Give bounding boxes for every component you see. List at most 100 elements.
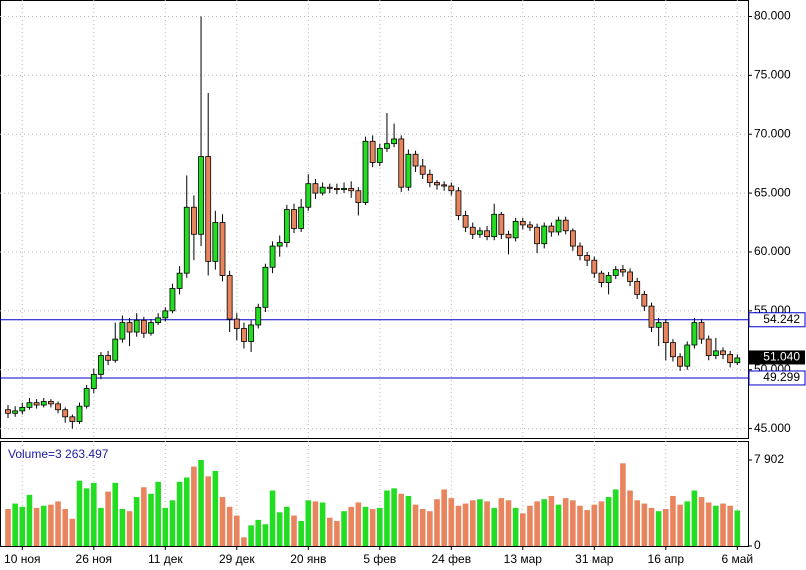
candle-body [519, 220, 526, 226]
volume-bar [362, 506, 369, 546]
price-panel [0, 0, 749, 439]
volume-bar [441, 489, 447, 546]
volume-bar [19, 506, 26, 546]
candle-body [105, 355, 111, 361]
volume-bar [555, 504, 562, 546]
candle-body [319, 186, 326, 194]
candle-body [55, 403, 61, 411]
volume-bar [262, 524, 269, 546]
candle-body [291, 209, 297, 229]
volume-bar [584, 510, 590, 546]
volume-bar [570, 500, 576, 546]
level-label: 49.299 [763, 370, 800, 384]
volume-bar [255, 519, 262, 546]
volume-bar [469, 500, 476, 546]
volume-bar [334, 520, 340, 546]
volume-bar [12, 503, 18, 546]
volume-bar [541, 499, 548, 546]
volume-bar [705, 502, 712, 546]
volume-bar [326, 517, 333, 546]
volume-bar [562, 498, 569, 546]
volume-bar [298, 520, 304, 546]
candle-body [641, 293, 648, 307]
candle-body [83, 388, 90, 407]
volume-bar [434, 499, 440, 546]
candle-body [605, 275, 612, 283]
candle-body [498, 213, 505, 235]
volume-bar [605, 497, 612, 546]
candle-body [176, 272, 183, 289]
volume-bar [727, 505, 733, 546]
candle-body [76, 405, 83, 422]
x-tick-label: 13 мар [504, 552, 543, 566]
candle-body [512, 220, 519, 239]
candle-body [405, 153, 412, 188]
volume-bar [169, 500, 176, 546]
x-tick-label: 29 дек [219, 552, 255, 566]
volume-bar [48, 504, 54, 546]
candle-body [162, 310, 169, 319]
volume-bar [412, 504, 419, 546]
volume-bar [312, 501, 319, 546]
candle-body [219, 222, 226, 276]
volume-bar [98, 507, 104, 546]
candle-body [455, 190, 462, 216]
candle-body [226, 275, 233, 320]
volume-bar [713, 505, 719, 546]
x-tick-label: 24 фев [431, 552, 471, 566]
candle-body [112, 338, 119, 361]
volume-bar [534, 501, 540, 546]
candle-body [48, 401, 54, 405]
candle-body [419, 165, 426, 175]
volume-bar [627, 490, 633, 546]
volume-bar [191, 466, 197, 546]
volume-bar [276, 512, 283, 546]
volume-bar [462, 503, 469, 546]
candle-body [705, 338, 712, 356]
candle-body [190, 206, 197, 235]
volume-bar [119, 509, 126, 546]
volume-bar [691, 490, 698, 546]
volume-bar [291, 515, 297, 546]
candle-body [698, 322, 705, 340]
volume-bar [341, 511, 347, 546]
candle-body [276, 242, 283, 247]
y-tick-label: 45.000 [754, 421, 791, 435]
candle-body [655, 322, 662, 328]
candle-body [326, 186, 333, 189]
volume-bar [212, 470, 219, 546]
volume-bar [577, 505, 583, 546]
x-tick-label: 5 фев [363, 552, 396, 566]
volume-bar [5, 509, 11, 546]
volume-bar [112, 482, 119, 546]
volume-bar [484, 501, 490, 546]
candle-body [255, 306, 262, 326]
candle-body [233, 318, 240, 329]
volume-bar [419, 509, 426, 546]
candle-body [648, 305, 655, 328]
x-tick-label: 11 дек [148, 552, 183, 566]
candle-body [90, 374, 97, 389]
volume-bar [234, 515, 240, 546]
volume-bar [427, 511, 433, 546]
candle-body [248, 324, 255, 342]
candle-body [269, 245, 276, 268]
candle-body [727, 354, 734, 364]
volume-bar [498, 498, 505, 546]
volume-bar [355, 502, 362, 546]
volume-tick-label: 7 902 [754, 452, 784, 466]
volume-bar [448, 498, 455, 546]
volume-bar [677, 504, 683, 546]
volume-bar [598, 501, 605, 546]
volume-bar [384, 490, 390, 546]
candle-body [298, 206, 305, 229]
volume-bar [26, 494, 33, 546]
volume-bar [663, 509, 669, 546]
volume-bar [205, 476, 211, 546]
volume-bar [698, 497, 705, 546]
candle-body [662, 322, 669, 344]
volume-bar [512, 507, 519, 546]
candle-body [577, 245, 583, 256]
candle-body [584, 255, 591, 261]
candle-body [448, 185, 455, 192]
